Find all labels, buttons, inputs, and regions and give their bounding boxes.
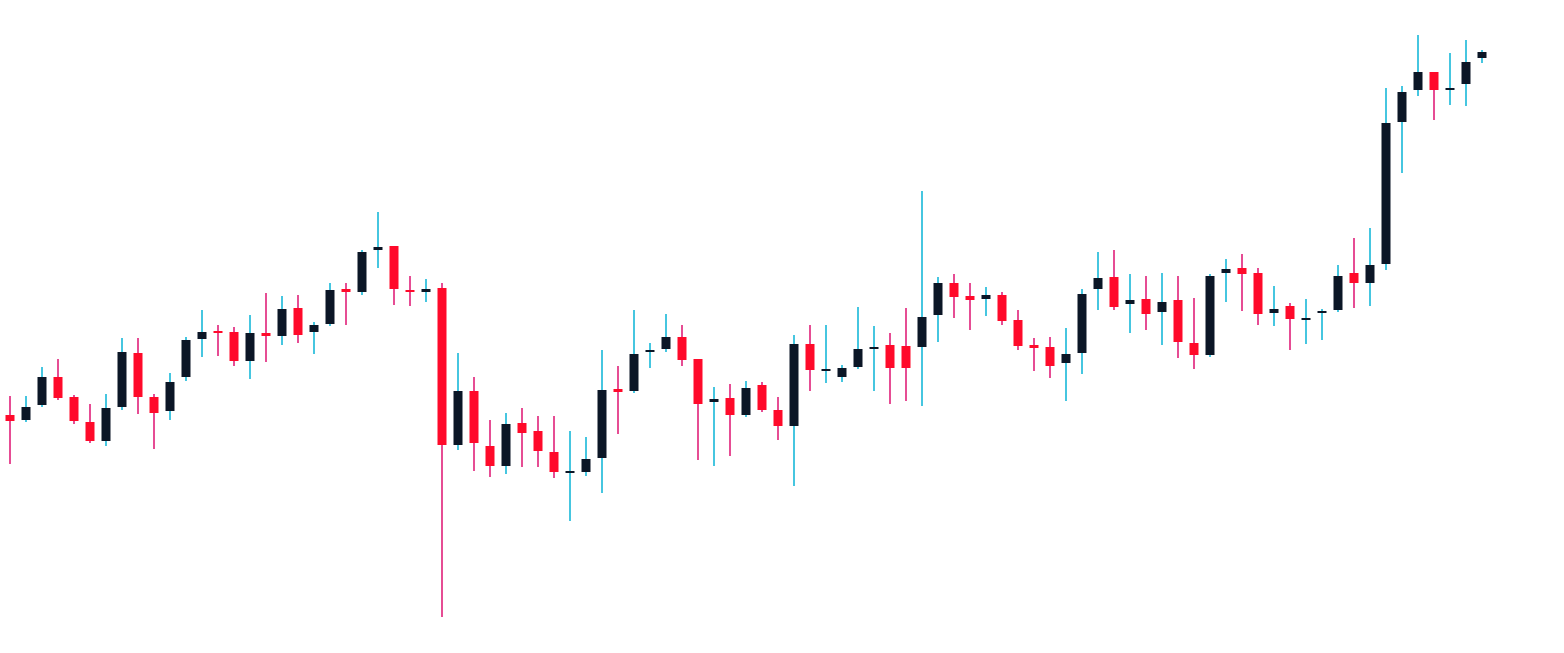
candle-body — [597, 390, 607, 458]
candle-body — [1381, 123, 1391, 264]
candle-body — [245, 333, 255, 361]
candle-body — [533, 431, 543, 451]
candle-body — [261, 333, 271, 336]
candle-body — [1253, 273, 1263, 314]
candle-body — [805, 344, 815, 370]
candle-body — [421, 289, 431, 292]
candle-body — [1077, 294, 1087, 353]
candle-body — [1237, 268, 1247, 274]
candle-body — [821, 369, 831, 371]
candle-body — [1221, 269, 1231, 273]
candle-body — [1413, 72, 1423, 90]
candle-body — [277, 309, 287, 336]
candle-body — [741, 388, 751, 415]
candle-body — [1125, 300, 1135, 304]
candle-body — [469, 391, 479, 443]
candle-body — [1173, 300, 1183, 342]
candle-body — [677, 337, 687, 360]
candle-body — [309, 325, 319, 332]
candle-body — [773, 410, 783, 426]
candle-body — [53, 377, 63, 398]
candle-body — [501, 424, 511, 466]
candle-body — [1365, 265, 1375, 283]
candle-body — [229, 332, 239, 361]
candle-body — [1093, 278, 1103, 289]
candle-body — [373, 247, 383, 250]
candle-body — [997, 295, 1007, 321]
candle-body — [1333, 276, 1343, 310]
candle-body — [341, 289, 351, 292]
candle-body — [901, 346, 911, 368]
candle-body — [885, 345, 895, 368]
candle-body — [661, 337, 671, 349]
candle-body — [1029, 345, 1039, 348]
candle-body — [629, 354, 639, 391]
candle-body — [1349, 273, 1359, 283]
candle-body — [645, 350, 655, 352]
candle-body — [1061, 354, 1071, 363]
candle-body — [405, 290, 415, 292]
candle-body — [869, 347, 879, 349]
candle-body — [837, 368, 847, 377]
candle-body — [565, 471, 575, 473]
candle-body — [357, 252, 367, 292]
candle-body — [1205, 276, 1215, 355]
candle-body — [917, 317, 927, 347]
candle-body — [693, 359, 703, 404]
candle-body — [181, 340, 191, 377]
candle-body — [853, 349, 863, 367]
candle-body — [933, 283, 943, 315]
candle-body — [69, 397, 79, 421]
candle-body — [1157, 302, 1167, 312]
candle-body — [5, 415, 15, 421]
candle-body — [549, 452, 559, 472]
candle-body — [965, 296, 975, 300]
candle-body — [757, 385, 767, 410]
candle-body — [789, 344, 799, 426]
candle-body — [101, 408, 111, 441]
candle-body — [117, 352, 127, 407]
candle-body — [133, 353, 143, 397]
candle-body — [1141, 299, 1151, 314]
candle-body — [725, 398, 735, 415]
candle-body — [1013, 320, 1023, 346]
candle-body — [981, 295, 991, 299]
candle-body — [1269, 309, 1279, 313]
candle-body — [149, 397, 159, 413]
candle-body — [437, 288, 447, 445]
candle-body — [613, 389, 623, 392]
candle-body — [1429, 72, 1439, 90]
candle-body — [21, 407, 31, 420]
candle-body — [325, 290, 335, 324]
candle-body — [389, 246, 399, 289]
candle-body — [85, 422, 95, 441]
candle-body — [1109, 277, 1119, 307]
candle-body — [197, 332, 207, 339]
candle-body — [165, 382, 175, 411]
candle-body — [1317, 311, 1327, 313]
candle-body — [581, 459, 591, 472]
candle-body — [485, 446, 495, 466]
candle-body — [1477, 52, 1487, 58]
candle-body — [1189, 343, 1199, 355]
candle-body — [709, 399, 719, 402]
candle-body — [453, 391, 463, 445]
candle-body — [1461, 62, 1471, 84]
candle-body — [1445, 88, 1455, 90]
candle-body — [517, 423, 527, 433]
candle-body — [949, 283, 959, 297]
candle-body — [293, 308, 303, 335]
candle-body — [213, 331, 223, 333]
candle-body — [37, 377, 47, 405]
candle-body — [1397, 92, 1407, 122]
candle-body — [1045, 347, 1055, 366]
candle-body — [1285, 306, 1295, 319]
candle-body — [1301, 318, 1311, 320]
